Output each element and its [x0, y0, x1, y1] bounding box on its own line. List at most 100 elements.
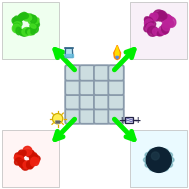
Ellipse shape [146, 23, 154, 33]
Ellipse shape [33, 22, 40, 27]
Ellipse shape [149, 13, 154, 20]
Ellipse shape [15, 153, 21, 159]
Ellipse shape [17, 156, 24, 163]
FancyBboxPatch shape [94, 108, 109, 124]
Ellipse shape [28, 15, 37, 25]
Ellipse shape [148, 26, 158, 36]
Ellipse shape [18, 150, 24, 159]
Ellipse shape [145, 19, 153, 28]
Ellipse shape [144, 24, 152, 32]
Ellipse shape [22, 150, 28, 154]
Ellipse shape [144, 17, 152, 25]
Ellipse shape [30, 24, 37, 31]
Ellipse shape [161, 24, 169, 34]
Ellipse shape [155, 167, 163, 172]
Ellipse shape [151, 30, 156, 35]
Ellipse shape [163, 23, 169, 28]
Ellipse shape [19, 12, 27, 19]
Ellipse shape [26, 28, 32, 34]
FancyBboxPatch shape [108, 80, 124, 95]
Ellipse shape [153, 28, 160, 35]
Ellipse shape [23, 161, 32, 169]
Ellipse shape [22, 13, 31, 21]
Ellipse shape [33, 158, 39, 163]
Ellipse shape [162, 27, 167, 34]
Ellipse shape [145, 162, 153, 168]
FancyBboxPatch shape [80, 108, 95, 124]
Ellipse shape [145, 152, 153, 158]
Ellipse shape [25, 150, 33, 157]
Circle shape [53, 114, 63, 124]
Ellipse shape [156, 11, 165, 21]
Ellipse shape [31, 157, 39, 165]
Ellipse shape [163, 14, 171, 23]
Ellipse shape [145, 17, 153, 26]
FancyBboxPatch shape [80, 65, 95, 81]
FancyBboxPatch shape [65, 108, 81, 124]
Ellipse shape [13, 23, 20, 29]
Ellipse shape [160, 14, 167, 23]
Circle shape [146, 147, 171, 172]
Ellipse shape [166, 17, 176, 27]
Ellipse shape [162, 23, 170, 31]
Ellipse shape [16, 27, 21, 35]
Ellipse shape [22, 28, 31, 36]
Ellipse shape [14, 16, 21, 25]
Bar [2, 130, 59, 187]
Ellipse shape [12, 24, 21, 33]
FancyBboxPatch shape [94, 80, 109, 95]
FancyBboxPatch shape [108, 108, 124, 124]
Ellipse shape [151, 13, 158, 20]
Ellipse shape [32, 18, 39, 25]
Ellipse shape [19, 29, 24, 35]
Ellipse shape [156, 31, 162, 36]
Ellipse shape [27, 160, 34, 168]
FancyBboxPatch shape [108, 65, 124, 81]
Ellipse shape [143, 157, 151, 163]
Ellipse shape [21, 162, 29, 170]
Ellipse shape [27, 163, 33, 169]
Text: +: + [118, 115, 125, 125]
Ellipse shape [159, 11, 167, 19]
Ellipse shape [146, 22, 156, 29]
Polygon shape [65, 54, 73, 57]
Ellipse shape [157, 30, 165, 36]
Ellipse shape [31, 159, 35, 166]
Ellipse shape [12, 18, 19, 24]
Ellipse shape [20, 151, 26, 157]
Ellipse shape [160, 149, 168, 154]
Ellipse shape [31, 20, 39, 26]
Ellipse shape [30, 150, 34, 156]
Ellipse shape [13, 24, 21, 32]
Ellipse shape [31, 28, 35, 35]
Ellipse shape [155, 147, 163, 153]
Ellipse shape [18, 14, 24, 21]
Ellipse shape [32, 153, 36, 158]
Ellipse shape [154, 10, 164, 18]
Ellipse shape [30, 24, 36, 28]
FancyBboxPatch shape [80, 80, 95, 95]
Ellipse shape [149, 149, 157, 154]
Ellipse shape [19, 30, 26, 36]
Ellipse shape [152, 13, 160, 21]
Ellipse shape [167, 20, 174, 26]
FancyBboxPatch shape [94, 65, 109, 81]
Ellipse shape [26, 15, 32, 20]
FancyBboxPatch shape [65, 94, 81, 109]
Ellipse shape [165, 15, 172, 23]
FancyBboxPatch shape [65, 80, 81, 95]
Ellipse shape [29, 154, 38, 161]
Ellipse shape [166, 157, 174, 163]
FancyBboxPatch shape [65, 65, 81, 81]
Ellipse shape [150, 15, 156, 22]
Ellipse shape [14, 22, 21, 27]
Circle shape [151, 152, 159, 160]
Ellipse shape [160, 165, 168, 171]
Ellipse shape [30, 15, 37, 23]
Ellipse shape [19, 152, 23, 158]
Ellipse shape [28, 29, 33, 35]
FancyBboxPatch shape [108, 94, 124, 109]
Ellipse shape [31, 24, 38, 33]
FancyBboxPatch shape [94, 94, 109, 109]
Ellipse shape [21, 29, 29, 36]
